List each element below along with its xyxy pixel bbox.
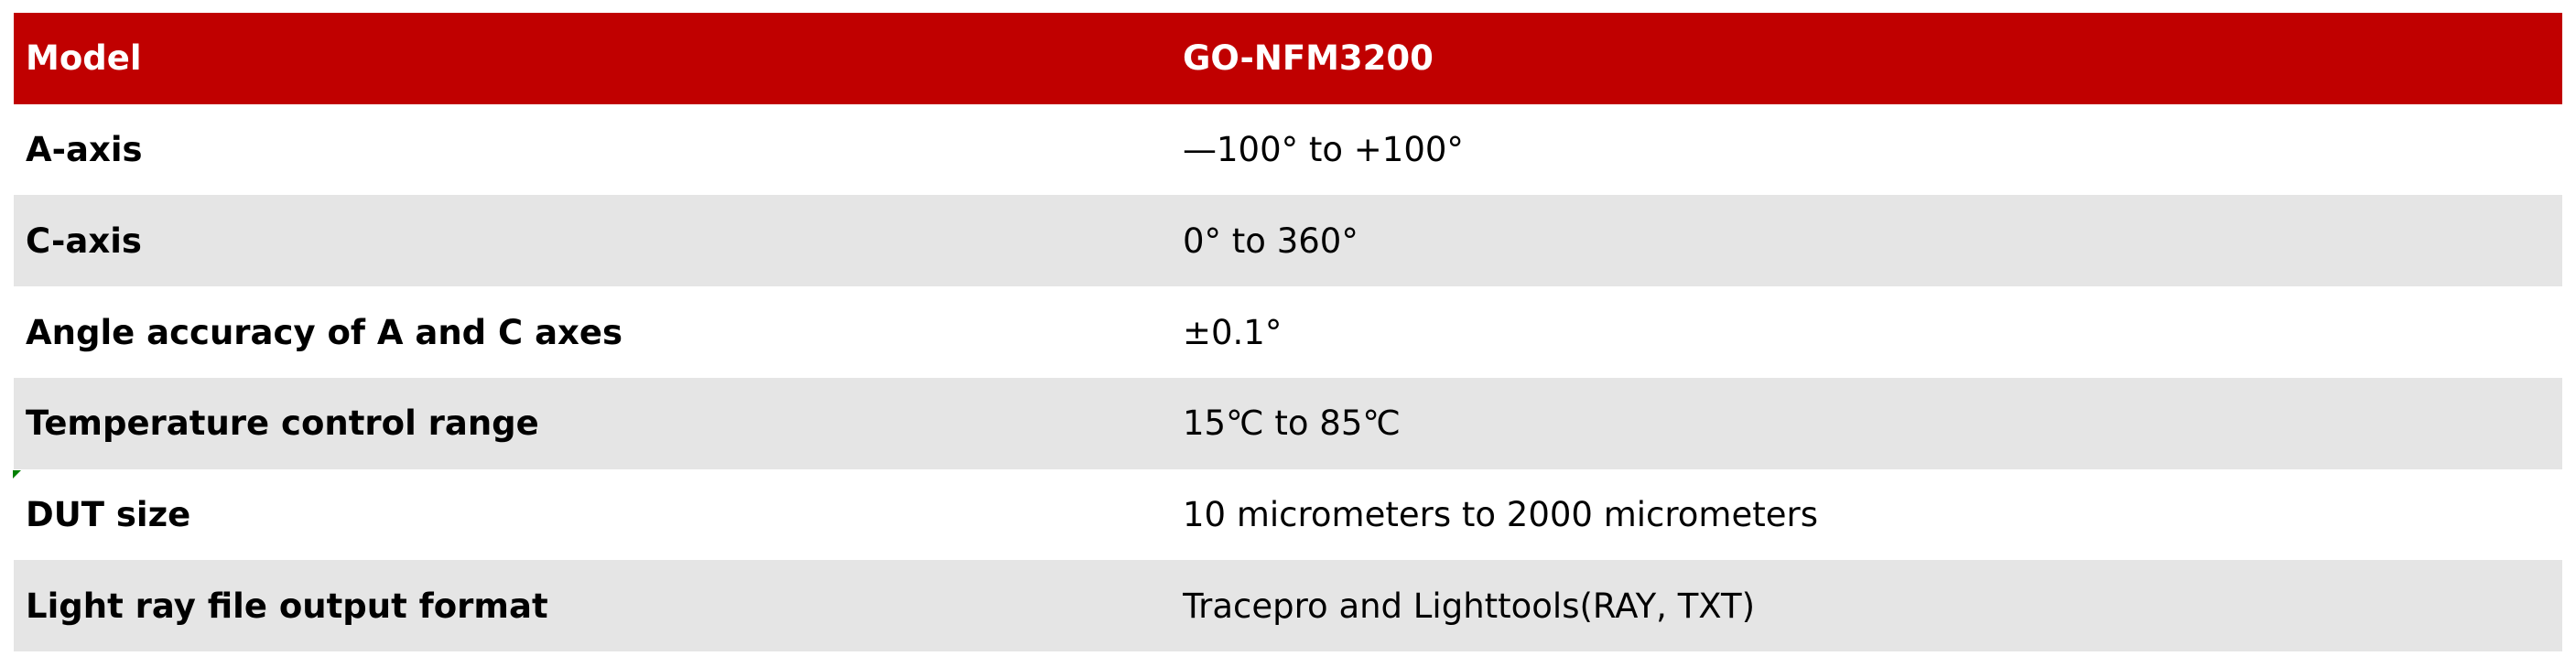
table-row: A-axis —100° to +100° <box>14 103 2562 196</box>
row-value: 0° to 360° <box>1183 221 1358 261</box>
specification-table: Model GO-NFM3200 A-axis —100° to +100° C… <box>14 13 2562 652</box>
green-corner-marker-icon <box>13 470 21 479</box>
header-model-value: GO-NFM3200 <box>1183 38 1434 79</box>
row-value: 10 micrometers to 2000 micrometers <box>1183 494 1818 534</box>
table-row: Light ray file output format Tracepro an… <box>14 560 2562 652</box>
row-label: Angle accuracy of A and C axes <box>26 312 623 352</box>
row-label: A-axis <box>26 130 143 170</box>
row-value: —100° to +100° <box>1183 130 1464 170</box>
row-label: C-axis <box>26 221 142 261</box>
row-value: ±0.1° <box>1183 312 1283 352</box>
table-row: Temperature control range 15℃ to 85℃ <box>14 377 2562 469</box>
row-value: Tracepro and Lighttools(RAY, TXT) <box>1183 586 1756 626</box>
row-label: DUT size <box>26 494 191 534</box>
table-header-row: Model GO-NFM3200 <box>14 13 2562 104</box>
table-row: C-axis 0° to 360° <box>14 195 2562 287</box>
table-row: DUT size 10 micrometers to 2000 micromet… <box>14 468 2562 561</box>
row-label: Light ray file output format <box>26 586 548 626</box>
table-row: Angle accuracy of A and C axes ±0.1° <box>14 286 2562 378</box>
row-label: Temperature control range <box>26 403 539 444</box>
row-value: 15℃ to 85℃ <box>1183 403 1401 444</box>
header-model-label: Model <box>26 38 142 79</box>
